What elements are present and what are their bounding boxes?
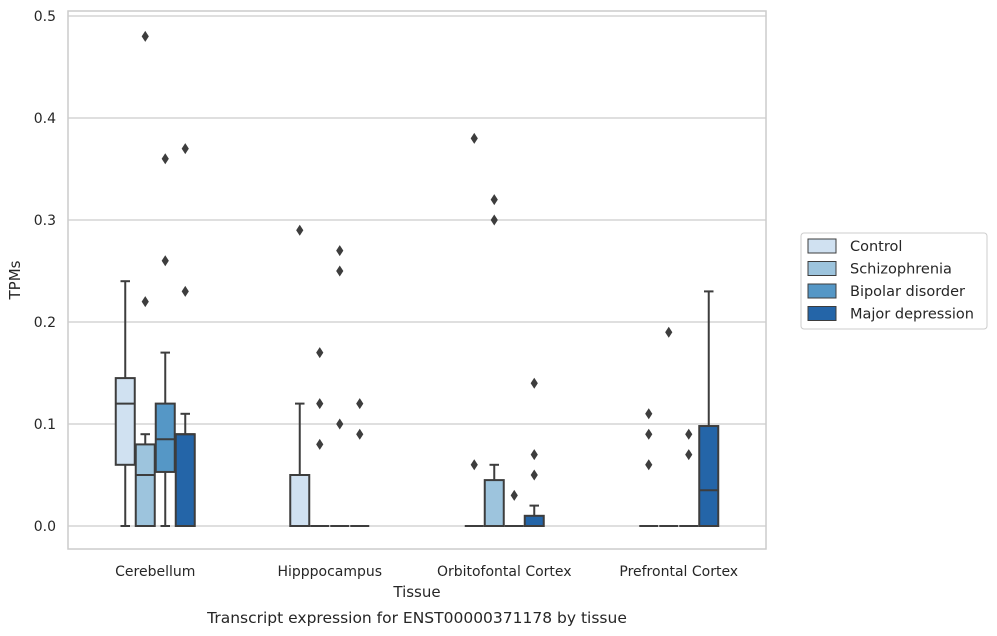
y-tick-label-4: 0.4 xyxy=(34,111,56,127)
legend-swatch-2 xyxy=(807,283,837,299)
outlier-point-0 xyxy=(510,489,518,501)
box-3-1 xyxy=(350,398,370,527)
x-tick-label-3: Prefrontal Cortex xyxy=(619,564,738,580)
y-tick-label-3: 0.3 xyxy=(34,213,56,229)
outlier-point-0 xyxy=(141,296,149,308)
outlier-point-1 xyxy=(181,143,189,155)
outlier-point-0 xyxy=(356,428,364,440)
outlier-point-1 xyxy=(141,30,149,42)
outlier-point-0 xyxy=(530,469,538,481)
x-tick-label-1: Hipppocampus xyxy=(277,564,382,580)
box-1-3 xyxy=(659,326,679,527)
outlier-point-0 xyxy=(645,459,653,471)
outlier-point-1 xyxy=(530,449,538,461)
box-2-2 xyxy=(504,489,524,527)
legend-label-3: Major depression xyxy=(850,307,974,323)
box-0-0 xyxy=(114,280,136,527)
outlier-point-0 xyxy=(161,255,169,267)
outlier-point-1 xyxy=(356,398,364,410)
outlier-point-0 xyxy=(296,224,304,236)
y-tick-label-0: 0.0 xyxy=(34,519,56,535)
legend-frame xyxy=(800,232,988,330)
box-1-2 xyxy=(483,194,505,528)
outlier-point-1 xyxy=(470,132,478,144)
outlier-point-1 xyxy=(490,194,498,206)
legend-label-1: Schizophrenia xyxy=(850,262,952,278)
box-3-0 xyxy=(174,143,196,528)
x-tick-label-2: Orbitofontal Cortex xyxy=(437,564,572,580)
outlier-point-2 xyxy=(645,408,653,420)
box-body xyxy=(134,443,156,527)
box-body xyxy=(698,425,720,528)
x-tick-label-0: Cerebellum xyxy=(115,564,195,580)
box-body xyxy=(154,402,176,473)
outlier-point-1 xyxy=(336,265,344,277)
x-axis-label: Tissue xyxy=(392,583,440,601)
box-body xyxy=(289,474,311,527)
box-3-3 xyxy=(698,290,720,528)
y-tick-label-1: 0.1 xyxy=(34,417,56,433)
legend-swatch-1 xyxy=(807,261,837,276)
legend-label-0: Control xyxy=(850,239,902,255)
boxes xyxy=(114,30,720,528)
chart-caption: Transcript expression for ENST0000037117… xyxy=(206,609,627,627)
box-body xyxy=(523,514,545,527)
box-2-1 xyxy=(330,245,350,527)
legend-swatch-0 xyxy=(807,238,837,254)
y-tick-label-5: 0.5 xyxy=(34,9,56,25)
legend-swatch-3 xyxy=(807,306,837,321)
box-2-3 xyxy=(679,428,699,527)
outlier-point-0 xyxy=(685,449,693,461)
outlier-point-1 xyxy=(645,428,653,440)
box-2-0 xyxy=(154,153,176,527)
outlier-point-1 xyxy=(685,428,693,440)
outlier-point-0 xyxy=(181,285,189,297)
outlier-point-0 xyxy=(490,214,498,226)
outlier-point-0 xyxy=(665,326,673,338)
outlier-point-2 xyxy=(530,377,538,389)
plot-area-frame xyxy=(67,10,767,550)
legend: Control Schizophrenia Bipolar disorder Majo… xyxy=(800,232,988,330)
outlier-point-1 xyxy=(161,153,169,165)
y-axis-ticks: 0.0 0.1 0.2 0.3 0.4 0.5 xyxy=(34,9,56,535)
outlier-point-2 xyxy=(336,245,344,257)
outlier-point-2 xyxy=(316,347,324,359)
box-1-0 xyxy=(134,30,156,527)
box-body xyxy=(174,433,196,528)
outlier-point-0 xyxy=(316,438,324,450)
legend-label-2: Bipolar disorder xyxy=(850,284,965,300)
box-0-1 xyxy=(289,224,311,527)
y-tick-label-2: 0.2 xyxy=(34,315,56,331)
outlier-point-0 xyxy=(470,459,478,471)
box-0-2 xyxy=(464,132,484,527)
box-3-2 xyxy=(523,377,545,527)
box-body xyxy=(483,479,505,528)
outlier-point-0 xyxy=(336,418,344,430)
box-0-3 xyxy=(639,408,659,527)
outlier-point-1 xyxy=(316,398,324,410)
y-axis-label: TPMs xyxy=(6,260,24,300)
box-1-1 xyxy=(310,347,330,527)
box-body xyxy=(114,377,136,466)
x-axis-ticks: Cerebellum Hipppocampus Orbitofontal Corte… xyxy=(115,564,738,580)
